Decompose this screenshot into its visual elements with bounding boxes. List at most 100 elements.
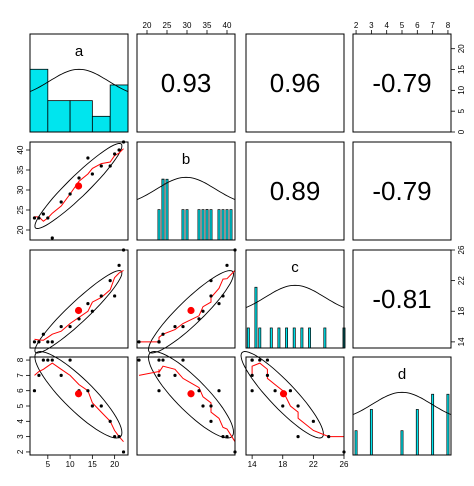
y-tick-label-d: 8	[16, 357, 25, 362]
y-tick-label-d: 3	[16, 434, 25, 439]
data-point	[90, 404, 94, 408]
hist-bar-b	[201, 209, 205, 241]
x-tick-label-d: 2	[354, 21, 359, 30]
panel-frame	[245, 356, 345, 456]
data-point	[221, 294, 225, 298]
hist-bar-b	[209, 209, 213, 241]
mean-point	[187, 390, 195, 398]
x-tick-label-b: 25	[163, 21, 172, 30]
x-tick-label-a: 10	[66, 460, 75, 469]
data-point	[217, 389, 221, 393]
panel-d-c	[240, 351, 346, 456]
count-tick-label: 15	[457, 65, 466, 74]
y-tick-label-b: 20	[16, 225, 25, 234]
panel-b-c: 0.89	[245, 141, 345, 241]
x-tick-label-d: 8	[446, 21, 451, 30]
data-point	[46, 358, 50, 362]
data-point	[327, 435, 331, 439]
correlation-label: 0.93	[161, 68, 212, 98]
panel-frame	[352, 141, 452, 241]
data-point	[273, 389, 277, 393]
x-tick-label-c: 18	[278, 460, 287, 469]
y-tick-label-b: 25	[16, 205, 25, 214]
count-tick-label: 20	[457, 44, 466, 53]
data-point	[201, 404, 205, 408]
hist-bar-d	[415, 409, 419, 456]
panel-b-b: b	[136, 141, 236, 241]
hist-bar-c	[323, 327, 327, 349]
correlation-label: 0.96	[270, 68, 321, 98]
data-point	[90, 172, 94, 176]
data-point	[32, 340, 37, 344]
panel-frame	[136, 249, 236, 349]
panel-frame	[245, 33, 345, 133]
density-curve-c	[245, 284, 345, 309]
correlation-ellipse	[240, 351, 324, 439]
data-point	[37, 216, 41, 220]
panel-frame	[136, 33, 236, 133]
data-point	[173, 324, 177, 329]
hist-bar-c	[254, 286, 258, 349]
data-point	[281, 404, 285, 408]
data-point	[201, 309, 205, 313]
data-point	[265, 373, 270, 377]
y-tick-label-d: 7	[16, 373, 25, 378]
panel-frame	[245, 249, 345, 349]
y-tick-label-d: 6	[16, 388, 25, 393]
hist-bar-a	[109, 84, 129, 133]
data-point	[77, 176, 81, 180]
mean-point	[74, 390, 83, 398]
correlation-ellipse	[34, 270, 123, 354]
panel-d-a	[29, 351, 129, 456]
hist-bar-b	[181, 209, 185, 241]
panel-frame	[29, 141, 129, 241]
hist-bar-c	[269, 327, 273, 349]
data-point	[311, 419, 315, 423]
panel-a-a: a	[29, 33, 129, 133]
panel-frame	[352, 249, 452, 349]
data-point	[86, 389, 90, 393]
variable-label-b: b	[182, 151, 190, 168]
hist-bar-c	[308, 327, 311, 349]
panel-c-b	[136, 248, 237, 354]
x-tick-label-a: 15	[88, 460, 97, 469]
y-tick-label-b: 35	[16, 165, 25, 174]
data-point	[173, 373, 177, 377]
panel-a-c: 0.96	[245, 33, 345, 133]
correlation-label: -0.79	[372, 68, 431, 98]
hist-bar-c	[246, 327, 250, 349]
data-point	[37, 340, 41, 344]
data-point	[108, 164, 112, 168]
hist-bar-d	[400, 430, 404, 456]
data-point	[37, 373, 41, 377]
panel-c-a	[29, 248, 129, 354]
data-point	[137, 340, 141, 344]
y-tick-label-c: 14	[457, 337, 466, 346]
data-point	[197, 317, 201, 321]
data-point	[250, 389, 254, 393]
hist-bar-b	[225, 209, 229, 241]
y-tick-label-c: 18	[457, 306, 466, 315]
hist-bar-b	[185, 209, 189, 241]
panel-b-d: -0.79	[352, 141, 452, 241]
panel-d-b	[136, 351, 237, 456]
hist-bar-b	[205, 209, 209, 241]
hist-bar-b	[217, 209, 221, 241]
data-point	[86, 156, 90, 160]
x-tick-label-d: 4	[384, 21, 389, 30]
y-tick-label-d: 5	[16, 403, 25, 408]
data-point	[68, 324, 72, 329]
y-tick-label-d: 4	[16, 419, 25, 424]
data-point	[41, 332, 45, 336]
data-point	[209, 404, 213, 408]
data-point	[108, 279, 112, 283]
data-point	[288, 389, 293, 393]
hist-bar-a	[29, 68, 49, 133]
density-curve-a	[29, 68, 129, 93]
data-point	[250, 373, 254, 377]
smoother-line	[138, 365, 236, 442]
data-point	[197, 389, 201, 393]
correlation-label: -0.79	[372, 176, 431, 206]
y-tick-label-c: 26	[457, 245, 466, 254]
